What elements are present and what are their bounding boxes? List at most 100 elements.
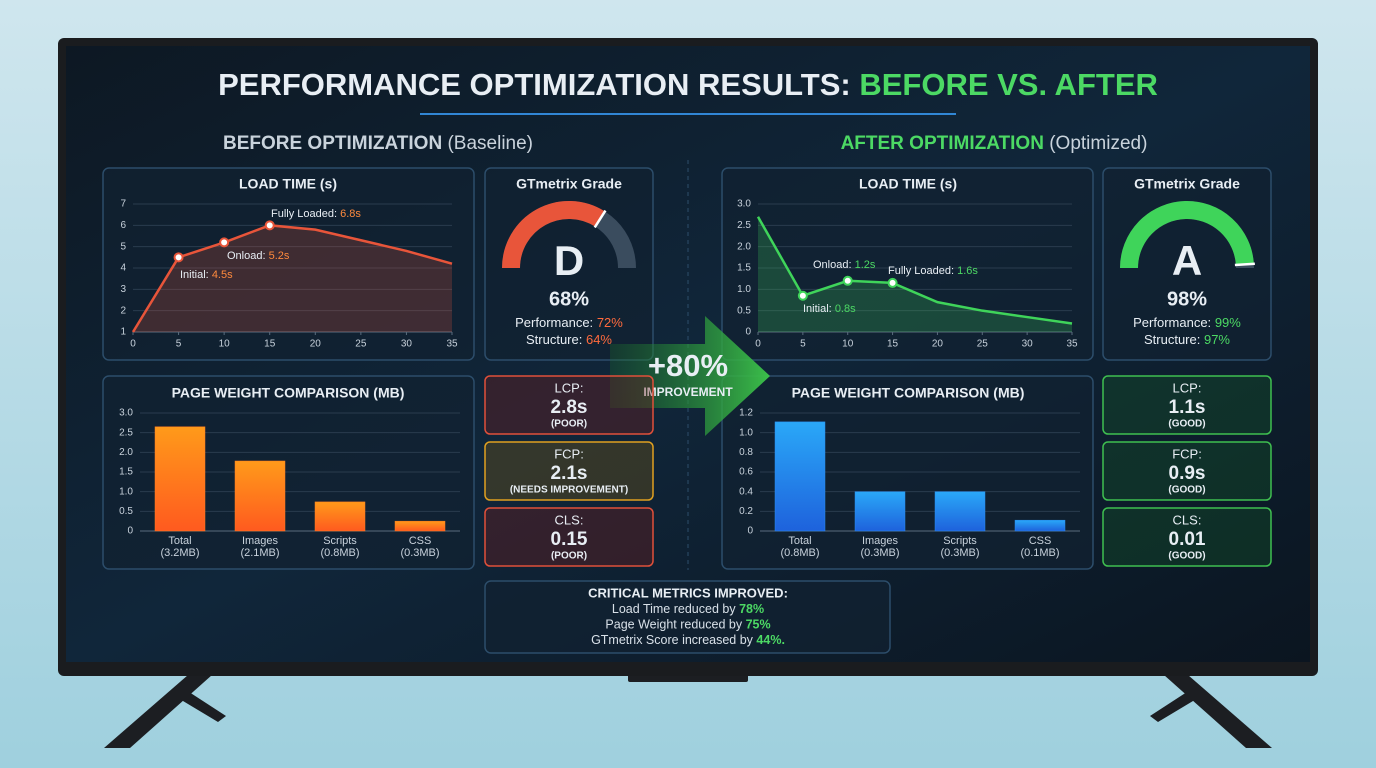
bar (934, 491, 986, 532)
y-tick-label: 1.0 (739, 427, 753, 438)
x-tick-label: Images (862, 535, 899, 547)
annotation: Onload: 5.2s (227, 250, 290, 262)
y-tick-label: 5 (120, 241, 126, 252)
x-tick-label: 30 (401, 339, 413, 350)
card-label: LCP: (1173, 380, 1202, 395)
annotation-label: Initial: (180, 269, 209, 281)
chart-title: PAGE WEIGHT COMPARISON (MB) (172, 385, 405, 401)
summary-value: 78% (739, 602, 764, 616)
y-tick-label: 0 (127, 526, 133, 537)
point (797, 290, 808, 301)
x-tick-label: 0 (130, 339, 136, 350)
y-tick-label: 2.5 (737, 220, 751, 231)
bar (314, 501, 366, 532)
card-status: (GOOD) (1168, 551, 1205, 562)
summary-line: Page Weight reduced by 75% (605, 618, 770, 632)
metric-card (484, 375, 654, 435)
y-tick-label: 4 (120, 263, 126, 274)
card-value: 0.15 (551, 529, 588, 550)
gauge-arc (502, 201, 605, 269)
gauge-arc (1120, 200, 1254, 269)
x-tick-label: Images (242, 535, 279, 547)
x-tick-label: CSS (409, 535, 432, 547)
card-status: (POOR) (551, 551, 587, 562)
annotation-label: Initial: (803, 303, 832, 315)
summary-value: 75% (746, 618, 771, 632)
y-tick-label: 0.5 (119, 506, 133, 517)
y-tick-label: 0 (745, 327, 751, 338)
category-note: (0.3MB) (940, 547, 979, 559)
bar (154, 426, 206, 532)
bar (774, 421, 826, 532)
metric-card (484, 441, 654, 501)
metric-card (1102, 375, 1272, 435)
x-tick-label: 15 (887, 339, 899, 350)
y-tick-label: 3 (120, 284, 126, 295)
card-label: CLS: (555, 512, 584, 527)
card-status: (NEEDS IMPROVEMENT) (510, 485, 628, 496)
card-value: 1.1s (1169, 397, 1206, 418)
bar (1014, 519, 1066, 532)
gauge-needle (593, 209, 607, 229)
x-tick-label: 10 (842, 339, 854, 350)
x-tick-label: 25 (355, 339, 367, 350)
metric-label: Performance: (515, 315, 593, 330)
y-tick-label: 2.0 (119, 447, 133, 458)
point (842, 275, 853, 286)
card-value: 2.1s (551, 463, 588, 484)
annotation: Initial: 0.8s (803, 303, 856, 315)
annotation-value: 4.5s (212, 269, 233, 281)
card-label: FCP: (1172, 446, 1202, 461)
gauge-score: 68% (549, 288, 589, 310)
x-tick-label: 35 (1066, 339, 1078, 350)
point (173, 252, 184, 263)
area (758, 216, 1072, 332)
improvement-arrow (610, 316, 770, 436)
chart-title: LOAD TIME (s) (859, 176, 957, 192)
gauge-grade: D (554, 237, 584, 284)
bar (234, 460, 286, 532)
summary-title: CRITICAL METRICS IMPROVED: (588, 585, 788, 600)
metric-label: Structure: (1144, 332, 1200, 347)
annotation: Fully Loaded: 6.8s (271, 208, 361, 220)
annotation-value: 6.8s (340, 208, 361, 220)
gauge-metric: Performance: 72% (515, 315, 623, 330)
y-tick-label: 0.2 (739, 506, 753, 517)
annotation-label: Fully Loaded: (888, 265, 954, 277)
panel (102, 167, 475, 361)
x-tick-label: 25 (977, 339, 989, 350)
card-label: FCP: (554, 446, 584, 461)
y-tick-label: 0.8 (739, 447, 753, 458)
y-tick-label: 0.5 (737, 305, 751, 316)
y-tick-label: 1.0 (737, 284, 751, 295)
x-tick-label: 20 (932, 339, 944, 350)
metric-card (1102, 507, 1272, 567)
heading: BEFORE OPTIMIZATION (223, 133, 442, 154)
card-status: (GOOD) (1168, 485, 1205, 496)
summary-value: 44%. (756, 633, 785, 647)
y-tick-label: 2.5 (119, 427, 133, 438)
gauge-metric: Structure: 97% (1144, 332, 1230, 347)
panel (484, 580, 891, 654)
category-note: (2.1MB) (240, 547, 279, 559)
x-tick-label: 0 (755, 339, 761, 350)
x-tick-label: 10 (219, 339, 231, 350)
y-tick-label: 2 (120, 305, 126, 316)
x-tick-label: Scripts (323, 535, 357, 547)
title-main: PERFORMANCE OPTIMIZATION RESULTS: (218, 67, 851, 102)
gauge-metric: Performance: 99% (1133, 315, 1241, 330)
heading: AFTER OPTIMIZATION (841, 133, 1044, 154)
summary-text: Page Weight reduced by (605, 618, 742, 632)
annotation: Initial: 4.5s (180, 269, 233, 281)
category-note: (0.3MB) (860, 547, 899, 559)
annotation-label: Fully Loaded: (271, 208, 337, 220)
card-value: 0.9s (1169, 463, 1206, 484)
heading-note: (Baseline) (447, 133, 533, 154)
y-tick-label: 0.6 (739, 467, 753, 478)
x-tick-label: Scripts (943, 535, 977, 547)
improvement-label: IMPROVEMENT (643, 385, 733, 399)
chart-title: PAGE WEIGHT COMPARISON (MB) (792, 385, 1025, 401)
x-tick-label: CSS (1029, 535, 1052, 547)
gauge-grade: A (1172, 237, 1202, 284)
